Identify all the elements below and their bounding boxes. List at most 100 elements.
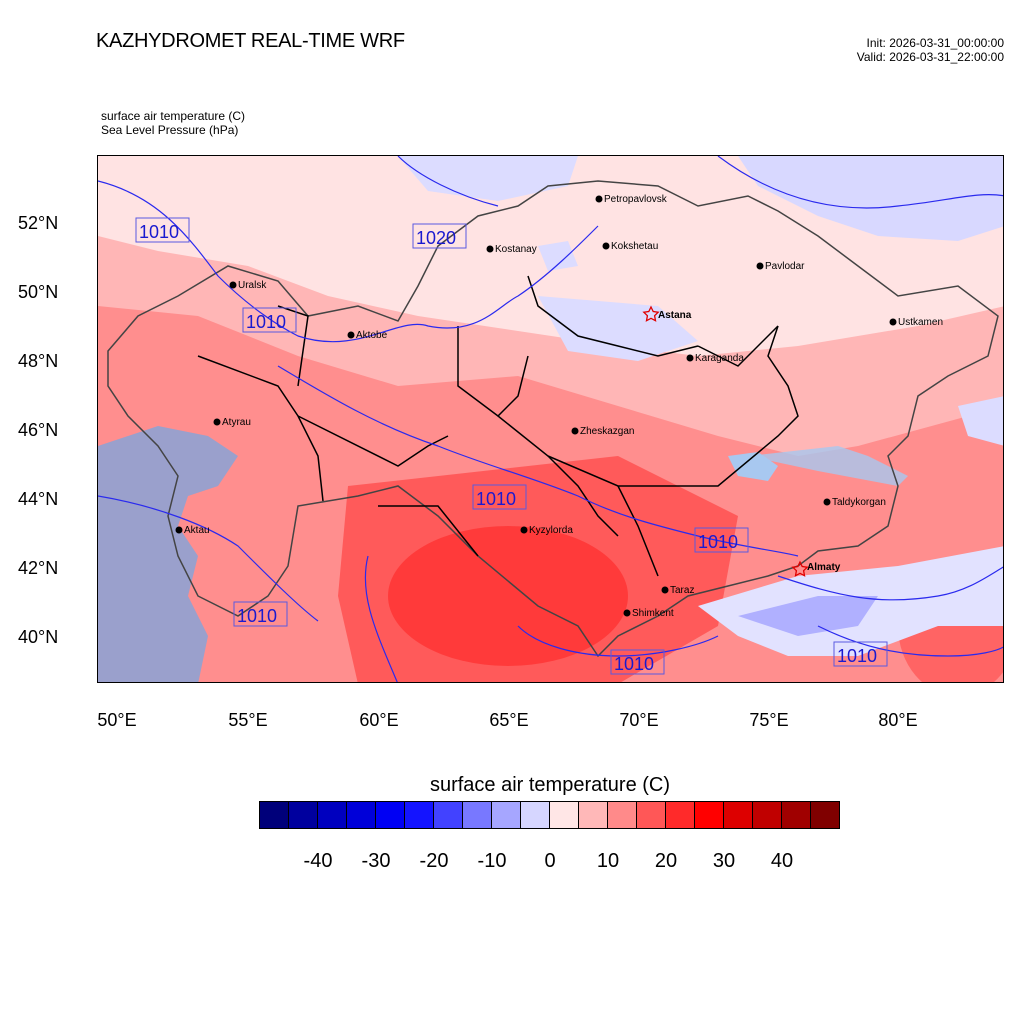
lon-label: 80°E [878,710,918,730]
lake-balkhash [748,446,908,486]
init-time: Init: 2026-03-31_00:00:00 [866,36,1004,50]
regional-borders [197,275,799,577]
city-label: Atyrau [222,417,251,428]
colorbar-label: 40 [770,850,794,872]
lat-label: 52°N [18,213,59,233]
cold-patch [738,156,1003,241]
colorbar-label: 10 [596,850,620,872]
lat-label: 48°N [18,351,59,371]
city-marker [889,318,897,326]
city-markers [175,195,897,617]
isobars [98,156,1003,682]
city-marker [229,281,237,289]
variable-pressure: Sea Level Pressure (hPa) [101,123,239,137]
city-marker [175,526,183,534]
city-marker [756,262,764,270]
lon-label: 65°E [489,710,529,730]
colorbar-swatch [811,802,839,828]
colorbar [259,801,840,829]
city-label: Zheskazgan [580,426,634,437]
lon-label: 50°E [97,710,137,730]
city-marker [520,526,528,534]
map-panel: Petropavlovsk Kostanay Kokshetau Pavloda… [97,155,1004,683]
capital-marker [791,560,809,577]
city-label: Taraz [670,585,694,596]
colorbar-swatch [608,802,637,828]
lon-label: 55°E [228,710,268,730]
lat-label: 50°N [18,282,59,302]
colorbar-swatch [347,802,376,828]
city-label-capital: Almaty [807,562,841,573]
colorbar-label: 20 [654,850,678,872]
colorbar-label: -10 [477,850,507,872]
colorbar-swatch [289,802,318,828]
city-marker [595,195,603,203]
variable-list: surface air temperature (C) Sea Level Pr… [101,109,245,137]
city-marker [602,242,610,250]
run-times: Init: 2026-03-31_00:00:00 Valid: 2026-03… [857,36,1004,64]
lon-label: 70°E [619,710,659,730]
city-label: Petropavlovsk [604,194,668,205]
city-label: Shimkent [632,608,674,619]
city-marker [571,427,579,435]
colorbar-swatch [521,802,550,828]
city-label: Pavlodar [765,261,805,272]
capital-marker [642,305,660,322]
colorbar-swatch [318,802,347,828]
colorbar-swatch [434,802,463,828]
colorbar-label: 0 [544,850,556,872]
colorbar-swatch [463,802,492,828]
city-label: Aktau [184,525,210,536]
colorbar-title: surface air temperature (C) [429,774,671,796]
city-marker [213,418,221,426]
colorbar-label: -30 [361,850,391,872]
colorbar-swatch [260,802,289,828]
cold-patch [398,156,578,201]
map-title: KAZHYDROMET REAL-TIME WRF [96,30,405,52]
isobar-label: 1010 [139,222,179,242]
city-label: Karaganda [695,353,744,364]
hot-core [388,526,628,666]
isobar-label: 1010 [698,532,738,552]
lon-label: 60°E [359,710,399,730]
lat-label: 40°N [18,627,59,647]
city-labels: Petropavlovsk Kostanay Kokshetau Pavloda… [184,194,943,619]
cold-patch [538,241,578,271]
colorbar-swatch [782,802,811,828]
isobar-label: 1010 [246,312,286,332]
colorbar-swatch [405,802,434,828]
map-canvas: Petropavlovsk Kostanay Kokshetau Pavloda… [98,156,1003,682]
city-label: Kokshetau [611,241,658,252]
city-marker [347,331,355,339]
city-marker [686,354,694,362]
city-label-capital: Astana [658,310,692,321]
caspian-sea [98,426,238,682]
isobar-label: 1010 [614,654,654,674]
city-marker [486,245,494,253]
city-label: Kyzylorda [529,525,573,536]
colorbar-swatch [724,802,753,828]
lat-label: 46°N [18,420,59,440]
city-label: Aktobe [356,330,388,341]
colorbar-label: -40 [303,850,333,872]
isobar-label: 1010 [476,489,516,509]
cold-patch [958,396,1003,446]
variable-temperature: surface air temperature (C) [101,109,246,123]
isobar-label: 1020 [416,228,456,248]
colorbar-swatch [695,802,724,828]
colorbar-swatch [550,802,579,828]
colorbar-swatch [579,802,608,828]
lat-label: 42°N [18,558,59,578]
city-label: Uralsk [238,280,267,291]
colorbar-swatch [492,802,521,828]
colorbar-swatch [753,802,782,828]
colorbar-label: -20 [419,850,449,872]
colorbar-swatch [637,802,666,828]
city-marker [623,609,631,617]
lon-label: 75°E [749,710,789,730]
city-label: Kostanay [495,244,537,255]
lat-label: 44°N [18,489,59,509]
isobar-label: 1010 [837,646,877,666]
colorbar-swatch [666,802,695,828]
valid-time: Valid: 2026-03-31_22:00:00 [856,50,1004,64]
